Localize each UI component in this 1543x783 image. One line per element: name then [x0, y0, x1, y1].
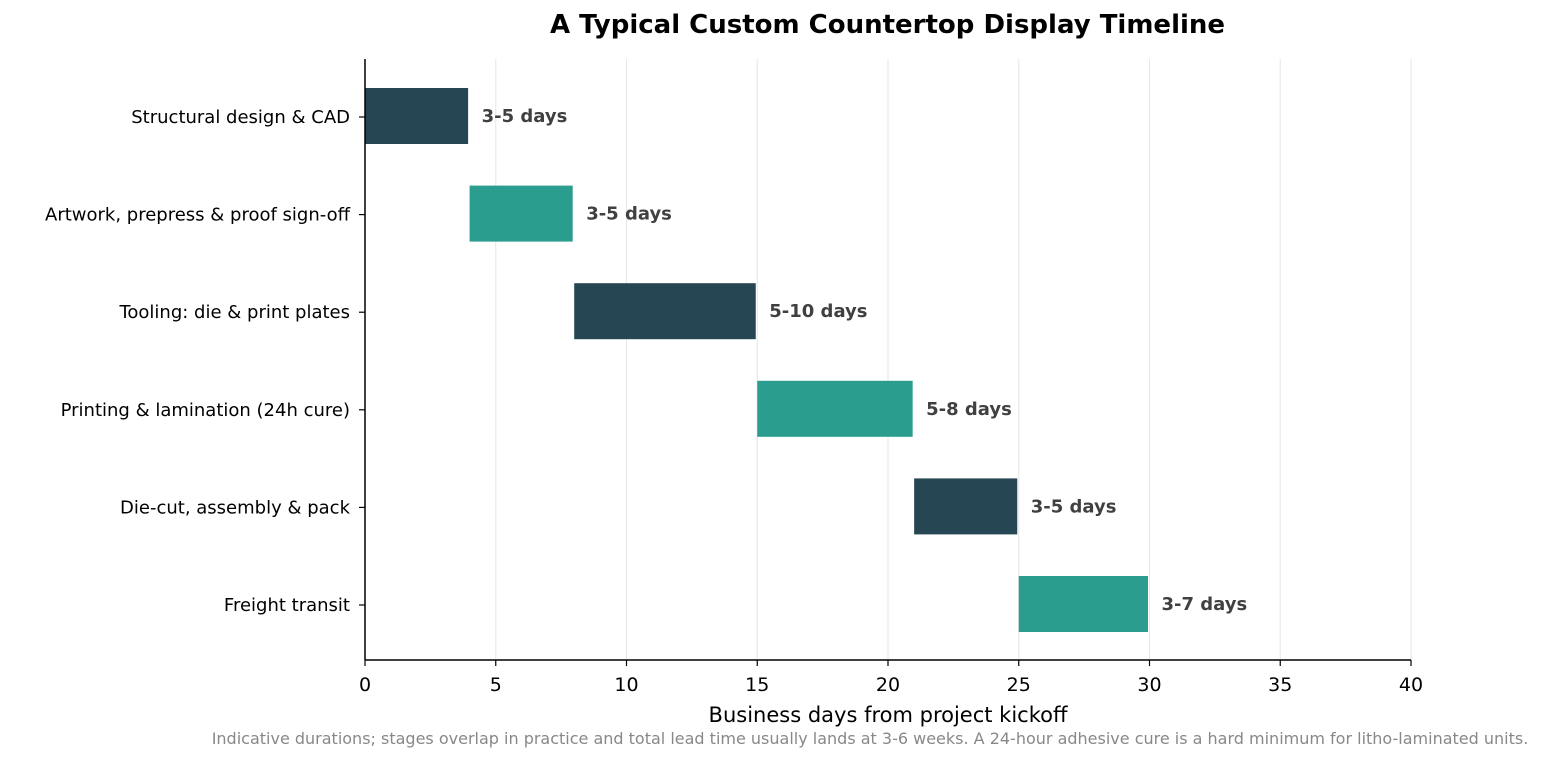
x-tick-label: 35 [1268, 674, 1292, 696]
y-tick-label: Tooling: die & print plates [118, 302, 350, 323]
bar-duration-label: 3-5 days [482, 106, 568, 127]
bar-duration-label: 5-10 days [769, 301, 867, 322]
y-tick-label: Die-cut, assembly & pack [120, 497, 351, 518]
x-axis-title: Business days from project kickoff [709, 703, 1068, 727]
gantt-bar [574, 283, 756, 340]
grid-lines [495, 59, 1412, 660]
gantt-bar [914, 478, 1018, 535]
gantt-bar [757, 380, 913, 437]
y-tick-label: Freight transit [224, 595, 350, 616]
x-tick-label: 20 [876, 674, 900, 696]
chart-footnote: Indicative durations; stages overlap in … [211, 729, 1529, 748]
bar-duration-label: 3-5 days [586, 204, 672, 225]
bar-duration-label: 5-8 days [926, 399, 1012, 420]
axes: Structural design & CAD Artwork, prepress… [45, 59, 1423, 696]
bars: 3-5 days 3-5 days 5-10 days 5-8 days 3-5 day… [365, 88, 1247, 632]
gantt-bar [1018, 576, 1148, 632]
x-tick-label: 30 [1137, 674, 1161, 696]
bar-duration-label: 3-5 days [1031, 496, 1117, 517]
gantt-bar [365, 88, 469, 144]
chart-title: A Typical Custom Countertop Display Time… [549, 10, 1226, 40]
gantt-bar [469, 185, 573, 242]
y-tick-label: Artwork, prepress & proof sign-off [45, 205, 351, 226]
x-tick-label: 15 [745, 674, 769, 696]
x-tick-label: 10 [614, 674, 638, 696]
x-tick-label: 25 [1007, 674, 1031, 696]
bar-duration-label: 3-7 days [1162, 594, 1248, 615]
y-tick-label: Printing & lamination (24h cure) [61, 400, 350, 421]
x-tick-label: 40 [1399, 674, 1423, 696]
x-tick-label: 0 [359, 674, 371, 696]
x-tick-label: 5 [490, 674, 502, 696]
y-tick-label: Structural design & CAD [131, 107, 350, 128]
